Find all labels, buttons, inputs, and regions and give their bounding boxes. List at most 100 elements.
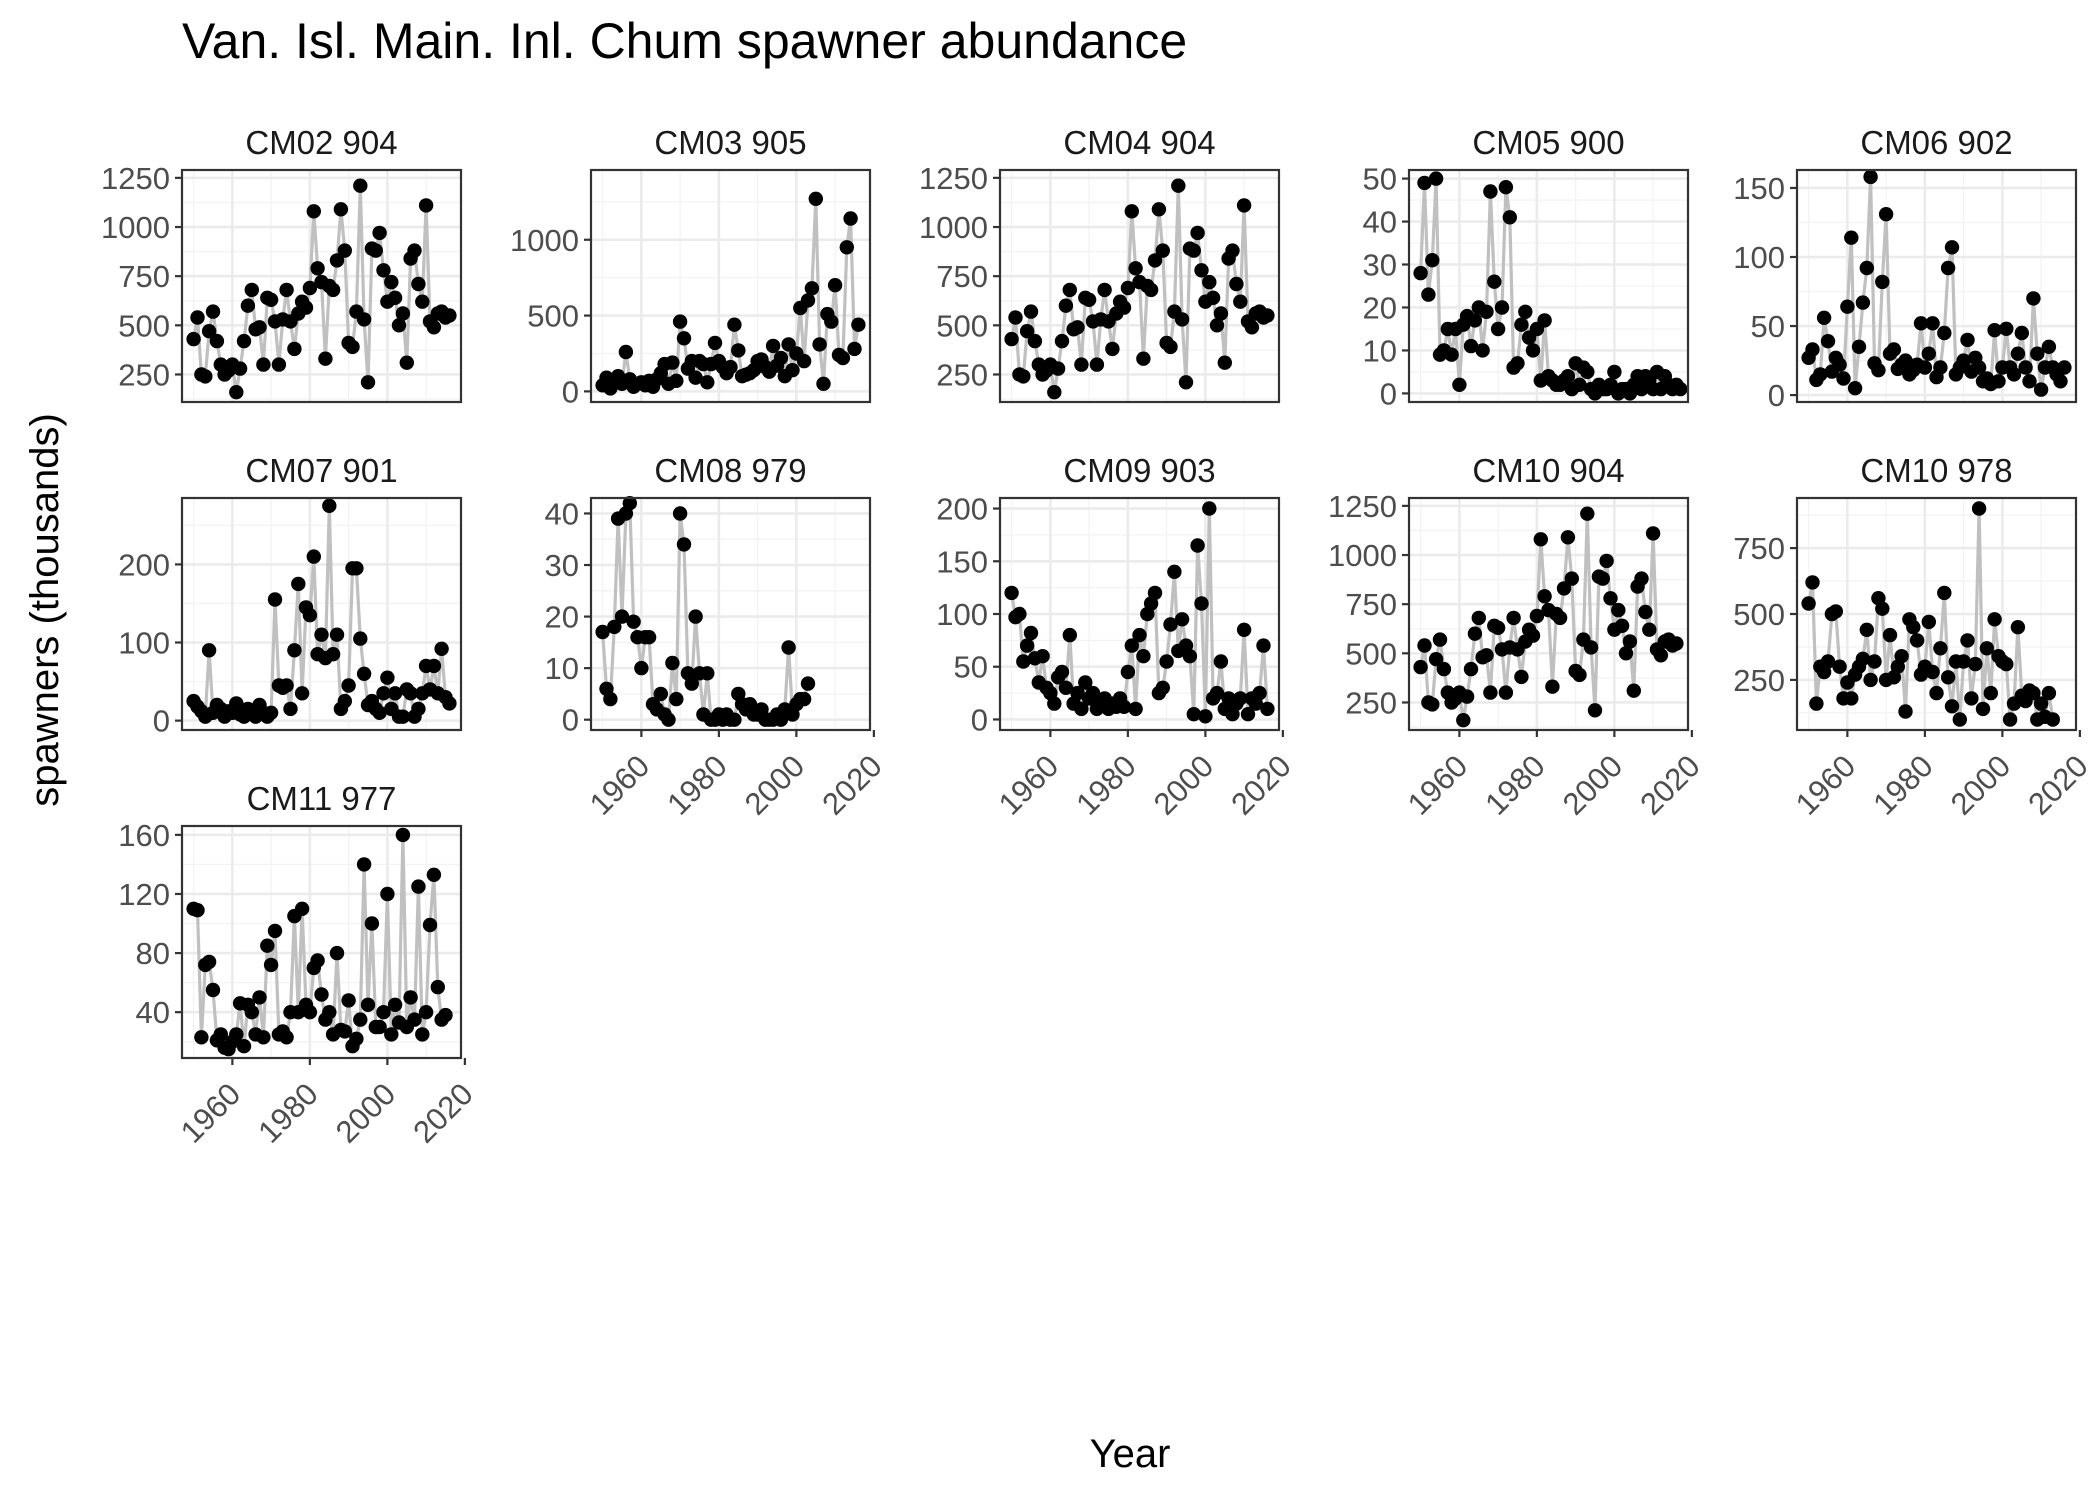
data-point	[1816, 310, 1832, 325]
data-point	[2033, 696, 2049, 711]
data-point	[434, 641, 449, 656]
panel-title: CM07 901	[245, 452, 397, 489]
data-point	[279, 678, 294, 693]
data-point	[1016, 654, 1031, 669]
data-point	[2030, 346, 2045, 361]
y-tick-label: 20	[545, 600, 579, 635]
data-point	[1128, 701, 1143, 717]
data-point	[1898, 704, 1913, 719]
y-tick-label: 750	[1345, 587, 1397, 622]
data-point	[1882, 627, 1898, 643]
y-tick-label: 250	[1345, 685, 1397, 720]
data-point	[1560, 369, 1576, 384]
data-point	[2018, 360, 2033, 375]
data-point	[426, 320, 442, 335]
data-point	[1645, 526, 1661, 541]
data-point	[1174, 312, 1190, 327]
data-point	[194, 1030, 209, 1045]
data-point	[395, 709, 411, 724]
y-tick-label: 200	[936, 492, 988, 527]
data-point	[411, 701, 426, 717]
data-point	[1479, 648, 1494, 663]
data-point	[1925, 664, 1940, 680]
data-point	[1417, 175, 1432, 191]
data-point	[267, 923, 283, 939]
data-point	[1618, 646, 1634, 661]
y-tick-label: 500	[1733, 597, 1785, 632]
data-point	[1252, 685, 1267, 701]
data-point	[1595, 571, 1611, 586]
data-point	[1580, 364, 1595, 380]
data-point	[1174, 612, 1190, 627]
y-tick-label: 1250	[1328, 489, 1397, 524]
data-point	[1529, 608, 1545, 624]
data-point	[1417, 638, 1432, 653]
data-point	[353, 631, 368, 646]
data-point	[1124, 204, 1140, 219]
data-point	[1851, 339, 1867, 354]
data-point	[2026, 685, 2041, 701]
data-point	[1572, 667, 1587, 683]
panel-title: CM10 978	[1860, 452, 2012, 489]
data-point	[1058, 680, 1074, 695]
data-point	[360, 375, 376, 390]
y-tick-label: 80	[136, 936, 170, 971]
y-tick-label: 0	[971, 702, 988, 737]
data-point	[1494, 300, 1510, 315]
data-point	[796, 691, 812, 707]
data-point	[1626, 683, 1642, 698]
data-point	[1607, 364, 1622, 380]
data-point	[1058, 298, 1074, 313]
data-point	[279, 1030, 294, 1045]
data-point	[283, 701, 298, 717]
data-point	[808, 191, 823, 206]
data-point	[1490, 620, 1506, 635]
data-point	[314, 627, 329, 642]
panel-border	[1407, 496, 1690, 732]
data-point	[384, 274, 399, 290]
data-point	[1205, 290, 1221, 305]
y-tick-label: 750	[936, 259, 988, 294]
data-point	[1202, 274, 1217, 290]
data-point	[372, 705, 387, 720]
data-point	[190, 310, 205, 325]
data-point	[1190, 225, 1205, 241]
data-point	[240, 298, 256, 313]
data-point	[403, 990, 418, 1005]
data-point	[372, 1019, 387, 1035]
data-point	[1855, 295, 1871, 310]
data-point	[298, 300, 314, 315]
data-point	[672, 506, 688, 521]
data-point	[1487, 274, 1502, 289]
data-point	[1070, 320, 1085, 335]
data-point	[2006, 367, 2022, 382]
data-point	[1116, 300, 1132, 315]
data-point	[411, 879, 426, 894]
data-point	[1202, 501, 1217, 516]
data-point	[622, 496, 637, 511]
data-point	[1089, 357, 1105, 372]
panel-cm07-901: CM07 901 0 100 200	[118, 452, 463, 739]
data-point	[1081, 292, 1097, 307]
y-tick-label: 40	[136, 995, 170, 1030]
data-point	[1194, 263, 1209, 278]
data-point	[1587, 703, 1603, 718]
data-point	[314, 987, 329, 1002]
data-point	[1171, 178, 1186, 193]
panel-cm06-902: CM06 902 0 50 100 150	[1733, 124, 2078, 413]
data-point	[1614, 618, 1630, 633]
panel-border	[589, 168, 872, 404]
data-point	[1159, 654, 1174, 669]
y-tick-label: 500	[527, 299, 579, 334]
data-point	[1952, 712, 1968, 727]
data-point	[1498, 685, 1514, 700]
data-point	[1506, 610, 1521, 626]
data-point	[376, 686, 391, 701]
data-point	[345, 339, 360, 355]
data-point	[1236, 198, 1252, 213]
data-point	[1564, 571, 1580, 586]
panel-title: CM11 977	[247, 780, 397, 817]
panel-border	[1795, 168, 2078, 404]
data-point	[294, 686, 310, 701]
y-tick-label: 10	[1363, 333, 1397, 368]
